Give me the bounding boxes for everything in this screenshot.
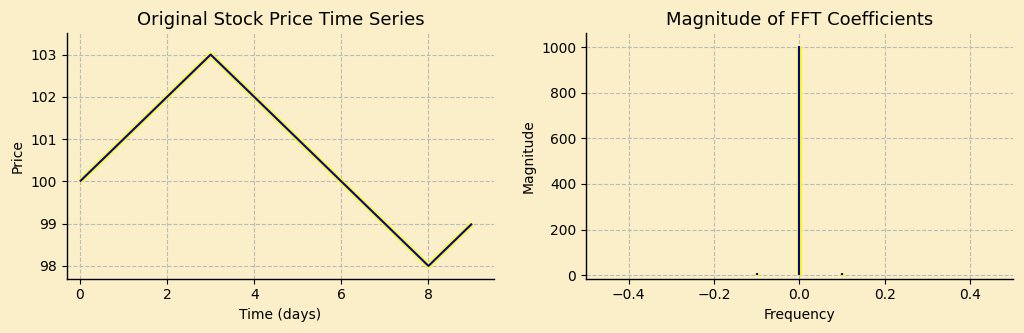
Title: Magnitude of FFT Coefficients: Magnitude of FFT Coefficients xyxy=(666,11,933,29)
X-axis label: Frequency: Frequency xyxy=(764,308,836,322)
X-axis label: Time (days): Time (days) xyxy=(240,308,322,322)
Title: Original Stock Price Time Series: Original Stock Price Time Series xyxy=(136,11,424,29)
Y-axis label: Price: Price xyxy=(11,139,26,173)
Y-axis label: Magnitude: Magnitude xyxy=(521,119,536,193)
